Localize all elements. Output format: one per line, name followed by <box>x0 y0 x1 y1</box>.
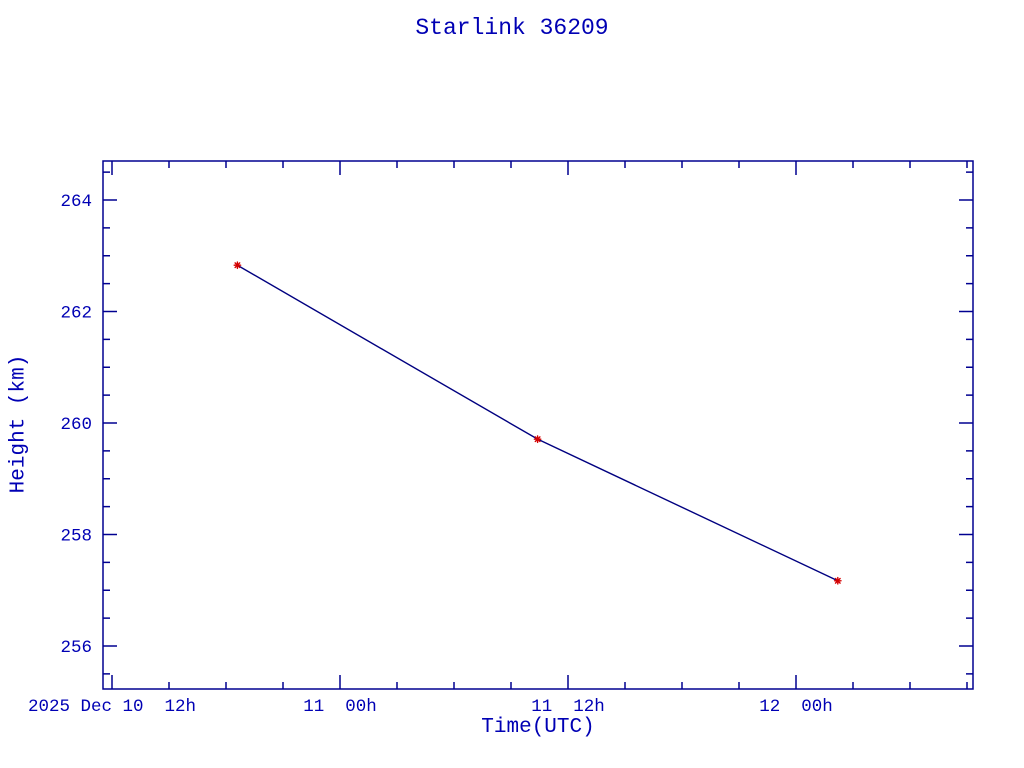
data-point-marker <box>234 262 241 269</box>
data-point-marker <box>534 436 541 443</box>
y-tick-label: 260 <box>60 415 92 435</box>
y-tick-label: 262 <box>60 304 92 324</box>
data-point-marker <box>834 577 841 584</box>
x-tick-label: 11 00h <box>303 697 377 717</box>
y-tick-label: 256 <box>60 638 92 658</box>
x-axis-title: Time(UTC) <box>481 716 595 739</box>
data-line <box>237 264 839 582</box>
x-tick-label: 12 00h <box>759 697 833 717</box>
y-tick-label: 258 <box>60 527 92 547</box>
x-tick-label: 11 12h <box>531 697 605 717</box>
x-tick-label: 2025 Dec 10 12h <box>28 697 196 717</box>
y-axis-title: Height (km) <box>7 354 31 494</box>
y-tick-label: 264 <box>60 192 92 212</box>
chart-title: Starlink 36209 <box>415 15 609 41</box>
plot-border <box>102 160 974 690</box>
